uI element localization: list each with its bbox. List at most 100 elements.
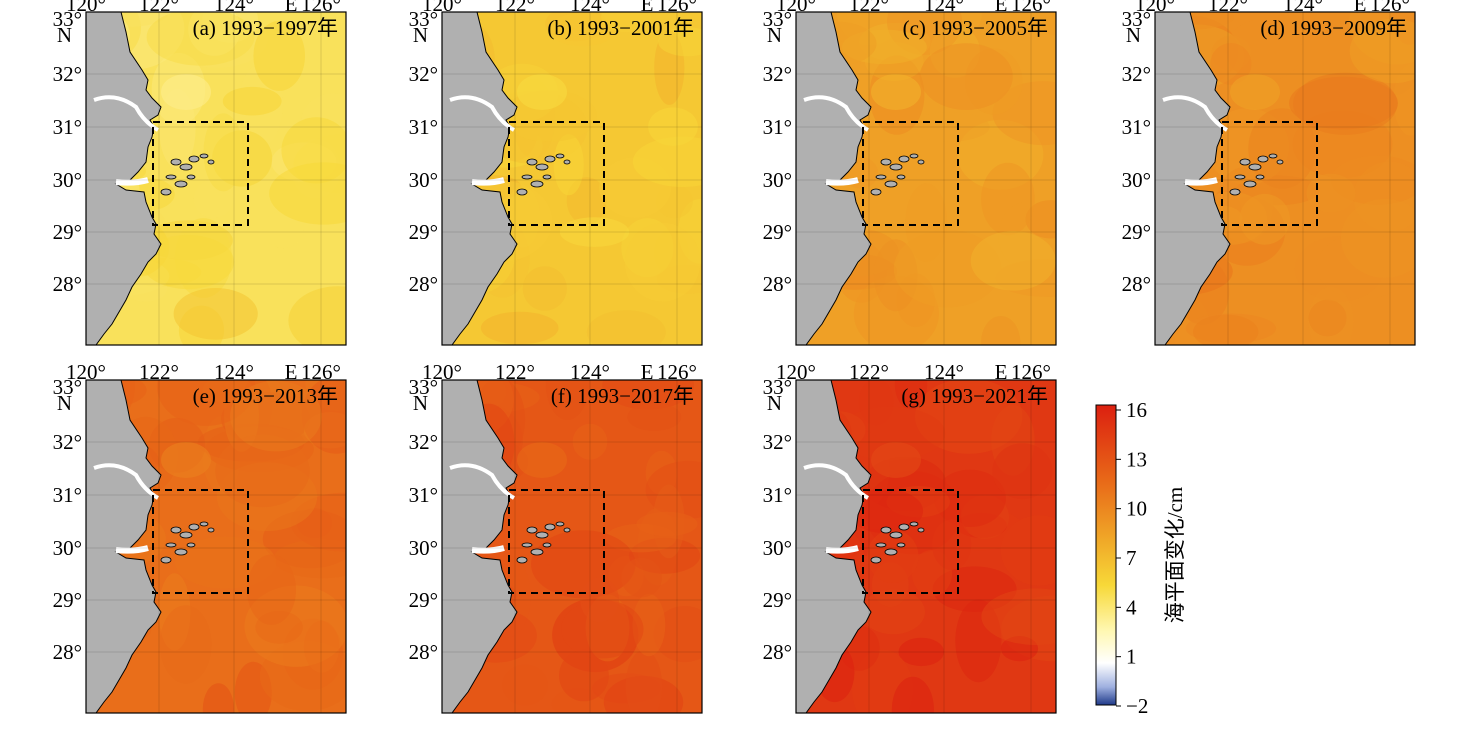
lon-tick-label: 122° [849,0,889,16]
island [555,521,565,527]
colorbar-tick-label: −2 [1126,694,1148,718]
anomaly-patch [141,234,235,290]
lon-tick-label: 120° [66,0,106,16]
lat-hemisphere-label: N [413,391,428,415]
panel-label: (g) 1993−2021年 [901,384,1048,408]
anomaly-patch [627,403,682,431]
lon-tick-label: 122° [139,360,179,384]
bay-inlet [115,545,149,554]
island [555,153,565,159]
lat-tick-label: 30° [409,168,438,192]
lat-tick-label: 32° [409,430,438,454]
anomaly-patch [1193,314,1259,345]
island [880,526,892,534]
anomaly-patch [625,650,663,713]
lon-tick-label: 126° [1370,0,1410,16]
land-mass [86,12,162,345]
island [889,531,903,539]
island [160,556,172,564]
island [880,158,892,166]
river-estuary [803,463,870,500]
island [188,523,200,531]
island [174,180,188,188]
lon-hemisphere-label: E [285,0,298,16]
anomaly-patch [871,442,921,478]
panel-frame [795,379,1057,714]
island [1243,180,1257,188]
lat-hemisphere-label: N [767,391,782,415]
anomaly-patch [891,676,934,713]
anomaly-patch [1210,43,1252,85]
island [530,180,544,188]
island [516,188,528,196]
land-mass [796,12,872,345]
study-area-box [1221,121,1318,226]
lat-tick-label: 29° [409,220,438,244]
bay-inlet [471,177,505,186]
anomaly-patch [981,588,1056,645]
study-area-box [508,489,605,594]
panel-frame [85,379,347,714]
lon-tick-label: 124° [214,360,254,384]
island [884,548,898,556]
anomaly-patch [621,557,662,598]
anomaly-patch [502,664,548,706]
anomaly-patch [559,649,609,702]
lon-tick-label: 120° [422,0,462,16]
bay-inlet [471,545,505,554]
map-panel-d: (d) 1993−2009年 120° 122° 124° 126°E 33° 32° 31°… [1122,0,1416,346]
lat-tick-label: 33° [53,375,82,399]
anomaly-patch [894,380,928,410]
island [207,159,215,165]
island [896,174,906,180]
island [542,174,552,180]
anomaly-patch [517,442,567,478]
island [917,527,925,533]
anomaly-patch [247,554,296,625]
island [170,158,182,166]
island [542,542,552,548]
study-area-box [152,489,249,594]
colorbar-tick-label: 16 [1126,398,1147,422]
colorbar-scale [1095,404,1117,706]
anomaly-patch [230,380,322,452]
anomaly-patch [202,683,234,713]
anomaly-patch [871,74,921,110]
river-estuary [803,95,870,132]
lat-tick-label: 29° [53,220,82,244]
island [563,527,571,533]
anomaly-patch [580,577,620,623]
panel-frame [795,11,1057,346]
study-area-box [508,121,605,226]
island [1268,153,1278,159]
lat-hemisphere-label: N [57,23,72,47]
panel-frame [441,11,703,346]
lat-tick-label: 29° [763,588,792,612]
lat-tick-label: 33° [409,375,438,399]
island [188,155,200,163]
lat-tick-label: 28° [1122,272,1151,296]
anomaly-patch [601,12,651,33]
island [516,556,528,564]
lat-tick-label: 32° [53,430,82,454]
lon-tick-label: 122° [495,360,535,384]
anomaly-patch [173,288,258,340]
lat-tick-label: 32° [409,62,438,86]
lat-tick-label: 29° [1122,220,1151,244]
anomaly-patch [146,12,255,66]
lon-hemisphere-label: E [641,0,654,16]
map-panel-g: (g) 1993−2021年 120° 122° 124° 126°E 33° 32° 31°… [763,360,1057,714]
lat-tick-label: 28° [53,640,82,664]
map-panel-c: (c) 1993−2005年 120° 122° 124° 126°E 33° 32° 31°… [763,0,1057,346]
anomaly-patch [549,12,616,47]
island [165,542,177,548]
anomaly-patch [932,519,972,570]
anomaly-patch [905,183,948,262]
anomaly-patch [303,620,340,673]
lat-tick-label: 28° [763,272,792,296]
island [526,526,538,534]
anomaly-patch [586,310,666,345]
island [870,188,882,196]
lon-tick-label: 120° [776,360,816,384]
map-panel-b: (b) 1993−2001年 120° 122° 124° 126°E 33° 32° 31°… [409,0,703,346]
